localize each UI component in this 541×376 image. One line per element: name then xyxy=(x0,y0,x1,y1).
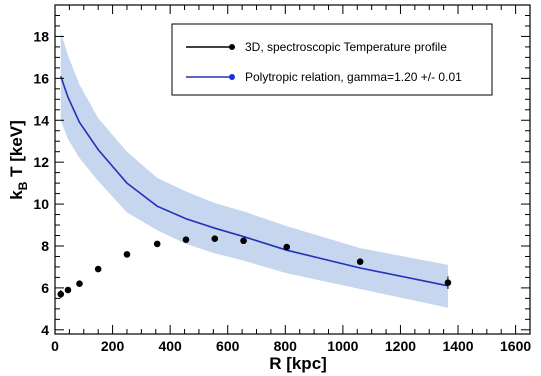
x-tick-label: 1000 xyxy=(327,338,358,354)
y-axis-title-main: k xyxy=(7,190,26,200)
x-tick-label: 400 xyxy=(158,338,182,354)
temperature-data-point xyxy=(94,265,102,273)
data-point-marker xyxy=(94,265,102,273)
x-tick-label: 0 xyxy=(51,338,59,354)
plot-frame xyxy=(54,4,531,335)
x-tick-label: 800 xyxy=(274,338,298,354)
legend: 3D, spectroscopic Temperature profile Po… xyxy=(171,23,493,96)
x-tick-label: 200 xyxy=(101,338,125,354)
polytropic-confidence-band xyxy=(60,32,448,308)
data-point-marker xyxy=(153,240,161,248)
temperature-data-point xyxy=(76,280,83,288)
y-tick-label: 4 xyxy=(41,322,49,338)
data-point-marker xyxy=(356,258,364,266)
legend-swatch-marker-1 xyxy=(229,44,235,50)
y-tick-label: 14 xyxy=(33,112,49,128)
data-point-marker xyxy=(123,251,131,258)
y-tick-label: 12 xyxy=(33,154,49,170)
data-point-marker xyxy=(182,236,190,244)
data-point-marker xyxy=(283,243,291,251)
data-point-marker xyxy=(240,237,247,245)
data-point-marker xyxy=(211,235,219,242)
temperature-data-point xyxy=(240,237,247,245)
y-tick-label: 6 xyxy=(41,280,49,296)
data-points-layer xyxy=(57,235,452,299)
y-axis-title-rest: T [keV] xyxy=(7,120,26,181)
temperature-data-point xyxy=(283,243,291,251)
y-tick-label: 16 xyxy=(33,70,49,86)
x-tick-label: 1600 xyxy=(500,338,531,354)
legend-swatch-marker-2 xyxy=(229,74,235,80)
y-tick-label: 8 xyxy=(41,238,49,254)
data-point-marker xyxy=(76,280,83,288)
data-point-marker xyxy=(64,286,72,294)
confidence-band-layer xyxy=(60,32,448,308)
x-axis-title: R [kpc] xyxy=(269,354,327,373)
x-tick-label: 1200 xyxy=(385,338,416,354)
polytropic-model-line xyxy=(60,75,449,287)
temperature-data-point xyxy=(211,235,219,242)
y-axis-title: kB T [keV] xyxy=(7,120,30,200)
temperature-data-point xyxy=(123,251,131,258)
temperature-data-point xyxy=(153,240,161,248)
tick-labels-layer: 0 200 400 600 800 1000 1200 1400 1600 4 6 8 10 12 14 16… xyxy=(33,28,531,354)
x-tick-label: 1400 xyxy=(442,338,473,354)
data-point-marker xyxy=(444,279,452,286)
legend-label-2: Polytropic relation, gamma=1.20 +/- 0.01 xyxy=(245,70,462,84)
y-tick-label: 10 xyxy=(33,196,49,212)
axis-ticks-layer xyxy=(54,5,531,334)
y-axis-title-subscript: B xyxy=(16,181,30,190)
temperature-data-point xyxy=(444,276,452,289)
y-tick-label: 18 xyxy=(33,28,49,44)
x-tick-label: 600 xyxy=(216,338,240,354)
temperature-data-point xyxy=(64,286,72,294)
legend-box xyxy=(171,23,493,96)
temperature-data-point xyxy=(182,236,190,244)
data-point-marker xyxy=(57,290,65,298)
legend-label-1: 3D, spectroscopic Temperature profile xyxy=(245,40,447,54)
model-line-layer xyxy=(60,75,449,287)
temperature-data-point xyxy=(356,258,364,266)
temperature-data-point xyxy=(57,289,65,299)
